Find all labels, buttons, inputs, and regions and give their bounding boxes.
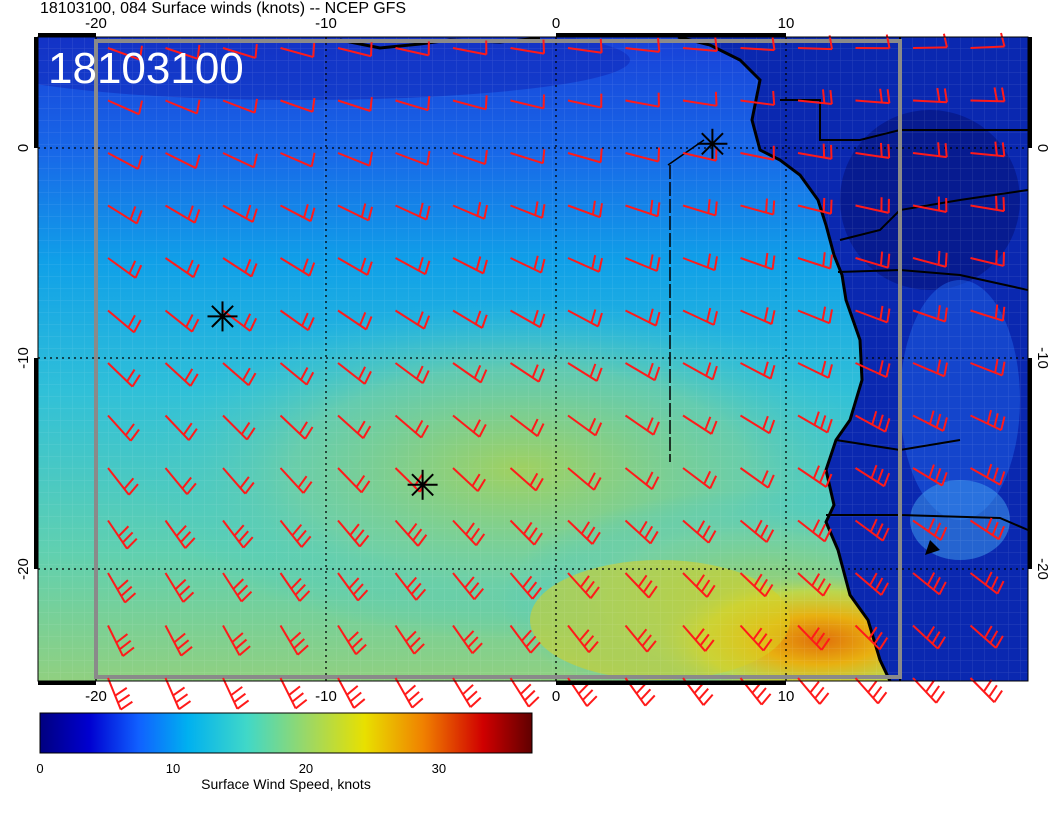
wind-barb [511, 678, 539, 707]
lat-tick-label: -20 [15, 558, 32, 580]
lon-tick-label: -10 [315, 15, 337, 32]
wind-barb [281, 678, 307, 708]
lon-tick-label: 0 [552, 15, 560, 32]
lon-tick-label: 0 [552, 688, 560, 705]
lat-tick-label: 0 [15, 144, 32, 152]
lon-tick-label: 10 [778, 15, 795, 32]
datetime-stamp: 18103100 [48, 44, 244, 93]
colorbar-label: Surface Wind Speed, knots [201, 776, 371, 792]
lat-tick-label: 0 [1034, 144, 1051, 152]
lat-ticks-right: 0 -10 -20 [1034, 144, 1051, 580]
wind-barb [396, 678, 423, 708]
lat-tick-label: -20 [1034, 558, 1051, 580]
colorbar-tick-label: 0 [36, 761, 43, 776]
lon-tick-label: -20 [85, 688, 107, 705]
colorbar-tick-label: 30 [432, 761, 446, 776]
lon-ticks-bottom: -20 -10 0 10 [85, 688, 794, 705]
wind-barb [108, 678, 132, 710]
wind-barb [856, 678, 887, 703]
lon-ticks-top: -20 -10 0 10 [85, 15, 794, 32]
lon-tick-label: -10 [315, 688, 337, 705]
wind-barb [223, 678, 249, 709]
wind-barb [798, 678, 829, 704]
lon-tick-label: -20 [85, 15, 107, 32]
lon-tick-label: 10 [778, 688, 795, 705]
colorbar-tick-label: 20 [299, 761, 313, 776]
wind-barb [338, 678, 365, 708]
station-marker [408, 470, 438, 500]
wind-barb [453, 678, 481, 707]
station-marker [697, 129, 727, 159]
colorbar: 0 10 20 30 Surface Wind Speed, knots [36, 713, 532, 792]
wind-barb [913, 678, 944, 703]
wind-barb [971, 678, 1003, 702]
lat-tick-label: -10 [1034, 347, 1051, 369]
station-marker [208, 301, 238, 331]
colorbar-tick-label: 10 [166, 761, 180, 776]
lat-tick-label: -10 [15, 347, 32, 369]
colorbar-ramp [40, 713, 532, 753]
lat-ticks-left: 0 -10 -20 [15, 144, 32, 580]
wind-barb [166, 678, 191, 709]
